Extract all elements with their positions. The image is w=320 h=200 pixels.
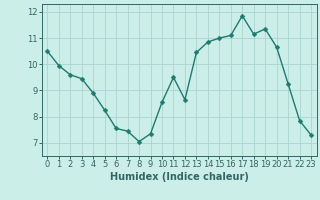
X-axis label: Humidex (Indice chaleur): Humidex (Indice chaleur) (110, 172, 249, 182)
